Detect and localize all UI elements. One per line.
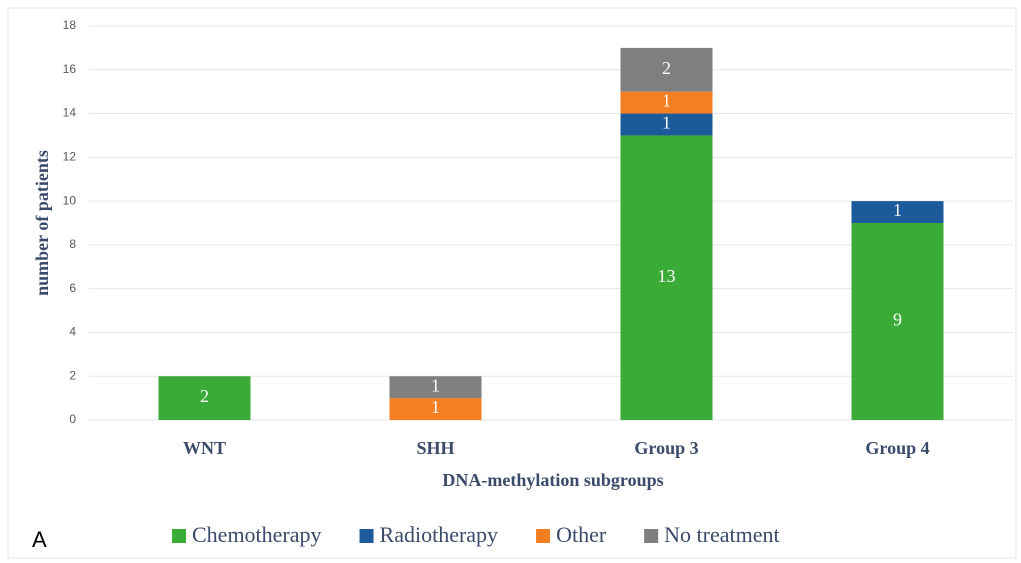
y-axis-title: number of patients (32, 150, 52, 296)
data-label: 1 (662, 113, 671, 133)
x-tick-label: WNT (183, 438, 226, 458)
chart-border (7, 7, 1017, 559)
data-label: 2 (662, 58, 671, 78)
data-label: 1 (893, 200, 902, 220)
y-tick-label: 6 (69, 281, 76, 295)
x-tick-label: Group 4 (865, 438, 929, 458)
data-label: 13 (658, 266, 676, 286)
data-label: 1 (431, 397, 440, 417)
data-label: 1 (662, 91, 671, 111)
bar-segment (620, 113, 713, 136)
legend-swatch (359, 529, 374, 543)
data-label: 9 (893, 310, 902, 330)
bar-segment (620, 47, 713, 92)
bar-segment (851, 223, 944, 420)
y-tick-label: 4 (69, 325, 76, 339)
legend-label: Other (556, 522, 607, 547)
x-axis-title: DNA-methylation subgroups (442, 470, 663, 490)
legend-swatch (172, 529, 186, 543)
y-tick-label: 8 (69, 237, 76, 251)
legend-label: No treatment (664, 522, 779, 547)
x-tick-label: Group 3 (634, 438, 698, 458)
legend-label: Chemotherapy (192, 522, 322, 547)
bar-segment (620, 91, 713, 114)
data-label: 2 (200, 386, 209, 406)
y-tick-label: 18 (63, 18, 77, 32)
x-tick-label: SHH (416, 438, 454, 458)
y-tick-label: 14 (63, 106, 77, 120)
legend-swatch (536, 529, 551, 543)
y-tick-label: 12 (63, 150, 77, 164)
y-tick-label: 16 (63, 62, 77, 76)
y-tick-label: 0 (69, 412, 76, 426)
legend-swatch (644, 529, 659, 543)
bar-segment (851, 201, 944, 223)
data-label: 1 (431, 375, 440, 395)
bar-segment (620, 135, 713, 420)
bar-segment (158, 376, 251, 420)
panel-label: A (32, 527, 47, 552)
bar-segment (389, 398, 482, 420)
bar-segment (389, 376, 482, 399)
legend-label: Radiotherapy (380, 522, 499, 547)
y-tick-label: 2 (69, 368, 76, 382)
y-tick-label: 10 (63, 193, 77, 207)
